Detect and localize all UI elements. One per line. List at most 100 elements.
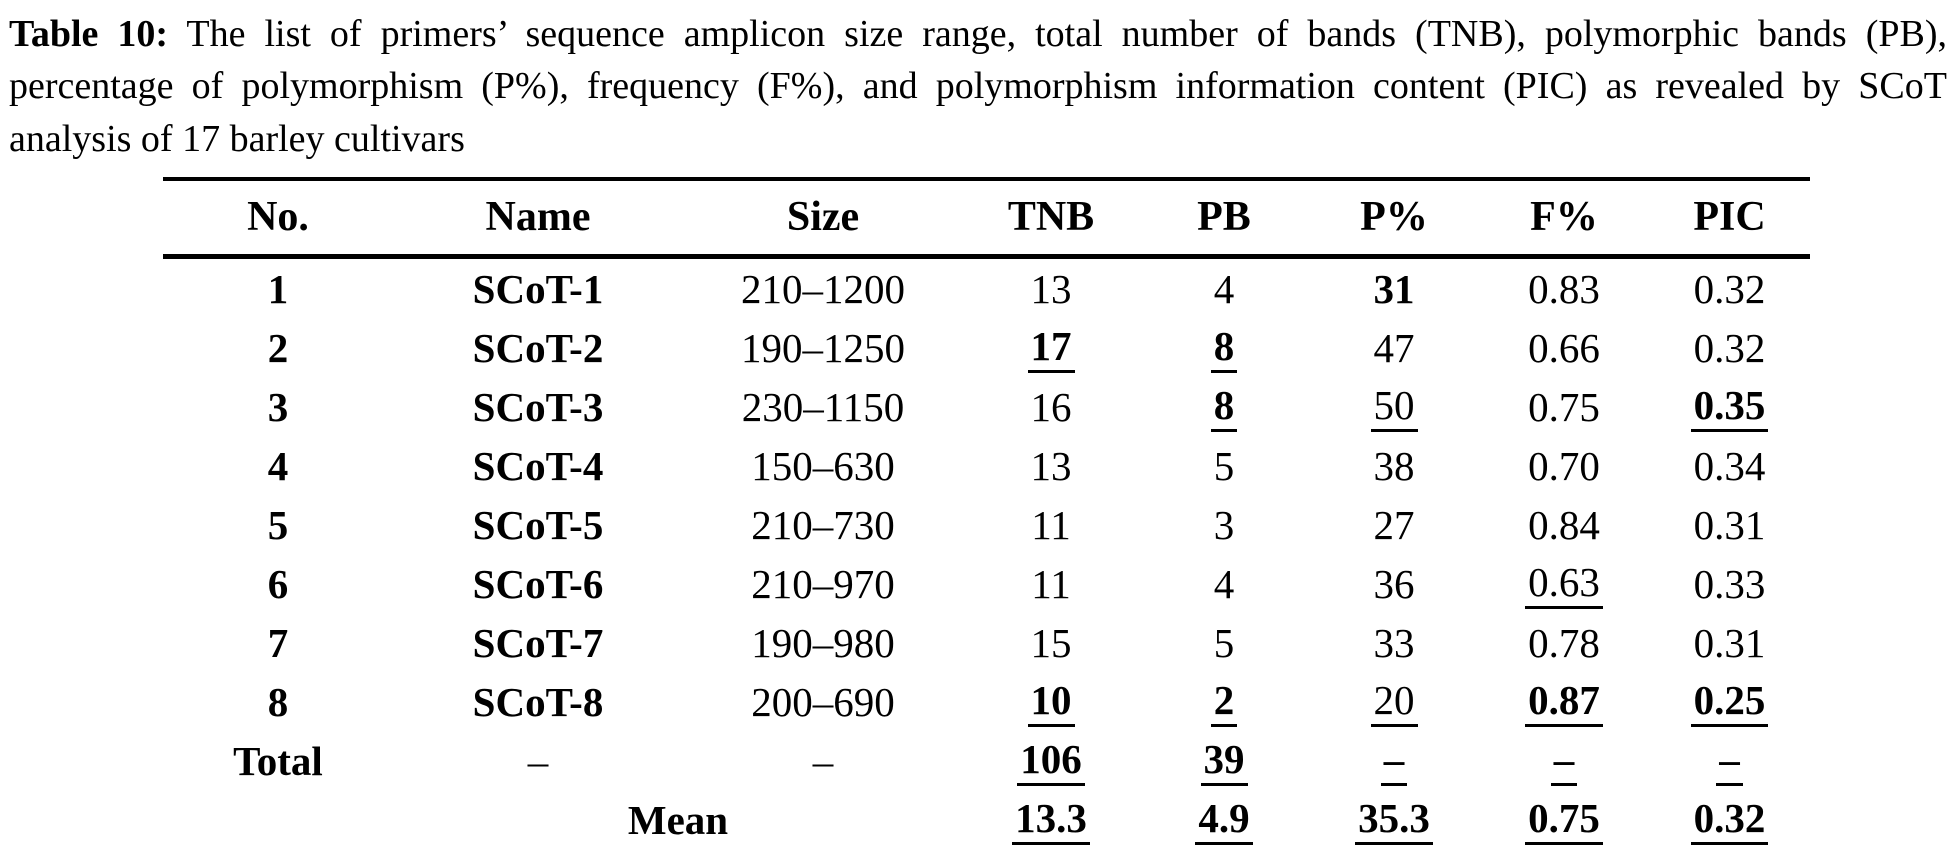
cell-value: 0.31	[1693, 619, 1766, 666]
table-cell: 0.31	[1649, 495, 1810, 554]
cell-value: 0.35	[1690, 384, 1769, 433]
cell-value: 210–970	[751, 560, 895, 607]
table-cell: 4.9	[1139, 790, 1309, 845]
cell-value: SCoT-2	[472, 324, 604, 371]
table-cell: 0.78	[1479, 613, 1649, 672]
cell-value: 0.33	[1693, 560, 1766, 607]
table-cell: –	[1479, 731, 1649, 790]
table-cell: 230–1150	[683, 377, 963, 436]
cell-value: 4	[1213, 560, 1235, 607]
caption-label: Table 10:	[9, 13, 169, 55]
cell-value: 13	[1030, 265, 1072, 312]
table-cell: 8	[1139, 318, 1309, 377]
cell-value: 36	[1373, 560, 1415, 607]
table-cell: SCoT-1	[393, 257, 683, 319]
table-cell: 210–730	[683, 495, 963, 554]
table-cell: 0.63	[1479, 554, 1649, 613]
table-cell: 5	[163, 495, 393, 554]
cell-value: 0.32	[1693, 265, 1766, 312]
table-cell: SCoT-4	[393, 436, 683, 495]
table-cell: 16	[963, 377, 1139, 436]
cell-value: 38	[1373, 442, 1415, 489]
cell-value: 17	[1027, 325, 1075, 374]
table-cell: 0.25	[1649, 672, 1810, 731]
column-header-ppct: P%	[1360, 194, 1428, 241]
table-cell: –	[1649, 731, 1810, 790]
table-row: 3 SCoT-3 230–1150 16 8 50 0.75 0.35	[163, 377, 1810, 436]
table-cell: SCoT-8	[393, 672, 683, 731]
table-cell: 0.32	[1649, 318, 1810, 377]
cell-value: 0.32	[1690, 797, 1769, 845]
table-row: 1 SCoT-1 210–1200 13 4 31 0.83 0.32	[163, 257, 1810, 319]
table-cell: –	[393, 731, 683, 790]
table-cell: 31	[1309, 257, 1479, 319]
table-cell: –	[1309, 731, 1479, 790]
cell-value: 8	[1210, 325, 1238, 374]
cell-value: 13	[1030, 442, 1072, 489]
table-cell: 3	[1139, 495, 1309, 554]
cell-value: 20	[1370, 679, 1418, 728]
table-cell: 0.33	[1649, 554, 1810, 613]
cell-value: 0.83	[1528, 265, 1600, 312]
column-header-tnb: TNB	[1007, 194, 1095, 241]
table-cell: 27	[1309, 495, 1479, 554]
table-cell: 35.3	[1309, 790, 1479, 845]
table-cell: 0.83	[1479, 257, 1649, 319]
table-cell: 8	[163, 672, 393, 731]
table-cell: 0.32	[1649, 790, 1810, 845]
cell-value: Total	[233, 737, 323, 784]
table-cell: 5	[1139, 613, 1309, 672]
table-cell: 0.35	[1649, 377, 1810, 436]
column-header-fpct: F%	[1530, 194, 1598, 241]
table-cell: 3	[163, 377, 393, 436]
cell-value: 4.9	[1195, 797, 1253, 845]
table-cell: 0.66	[1479, 318, 1649, 377]
caption-line-2: percentage of polymorphism (P%), frequen…	[9, 65, 1947, 108]
cell-value: 0.63	[1525, 561, 1603, 610]
cell-value: 39	[1200, 738, 1248, 787]
table-cell: 4	[1139, 554, 1309, 613]
cell-value: 2	[1210, 679, 1238, 728]
caption-line-1: Table 10: The list of primers’ sequence …	[9, 8, 1947, 60]
cell-value: SCoT-3	[472, 383, 604, 430]
table-cell: SCoT-7	[393, 613, 683, 672]
cell-value: 16	[1030, 383, 1072, 430]
cell-value: 0.70	[1528, 442, 1600, 489]
header-row: No. Name Size TNB PB P% F% PIC	[163, 179, 1810, 257]
table-cell: SCoT-6	[393, 554, 683, 613]
table-cell: Total	[163, 731, 393, 790]
cell-value: 190–980	[751, 619, 895, 666]
table-cell: 0.84	[1479, 495, 1649, 554]
cell-value: 5	[1213, 442, 1235, 489]
cell-value: 8	[267, 678, 289, 725]
cell-value: 6	[267, 560, 289, 607]
cell-value: 0.84	[1528, 501, 1600, 548]
column-header-pb: PB	[1197, 194, 1251, 241]
table-row: Total – – 106 39 – – –	[163, 731, 1810, 790]
cell-value: 4	[267, 442, 289, 489]
caption-line-1-text: The list of primers’ sequence amplicon s…	[168, 13, 1947, 55]
table-cell: 0.87	[1479, 672, 1649, 731]
cell-value: 0.75	[1528, 383, 1600, 430]
cell-value: 150–630	[751, 442, 895, 489]
table-cell: 10	[963, 672, 1139, 731]
cell-value: 11	[1031, 501, 1071, 548]
table-cell: 13	[963, 257, 1139, 319]
cell-value: Mean	[627, 796, 729, 843]
cell-value: 50	[1370, 384, 1418, 433]
table-cell: 190–1250	[683, 318, 963, 377]
table-cell	[163, 790, 393, 845]
cell-value: 190–1250	[741, 324, 905, 371]
cell-value: 35.3	[1355, 797, 1433, 845]
table-cell: 38	[1309, 436, 1479, 495]
table-cell: 0.31	[1649, 613, 1810, 672]
cell-value: 0.66	[1528, 324, 1600, 371]
cell-value: –	[1716, 738, 1743, 787]
cell-value: 5	[267, 501, 289, 548]
column-header-pic: PIC	[1693, 194, 1766, 241]
table-cell: 0.34	[1649, 436, 1810, 495]
cell-value: –	[527, 737, 549, 784]
cell-value: 230–1150	[741, 383, 905, 430]
cell-value: SCoT-5	[472, 501, 604, 548]
cell-value: –	[1380, 738, 1408, 787]
